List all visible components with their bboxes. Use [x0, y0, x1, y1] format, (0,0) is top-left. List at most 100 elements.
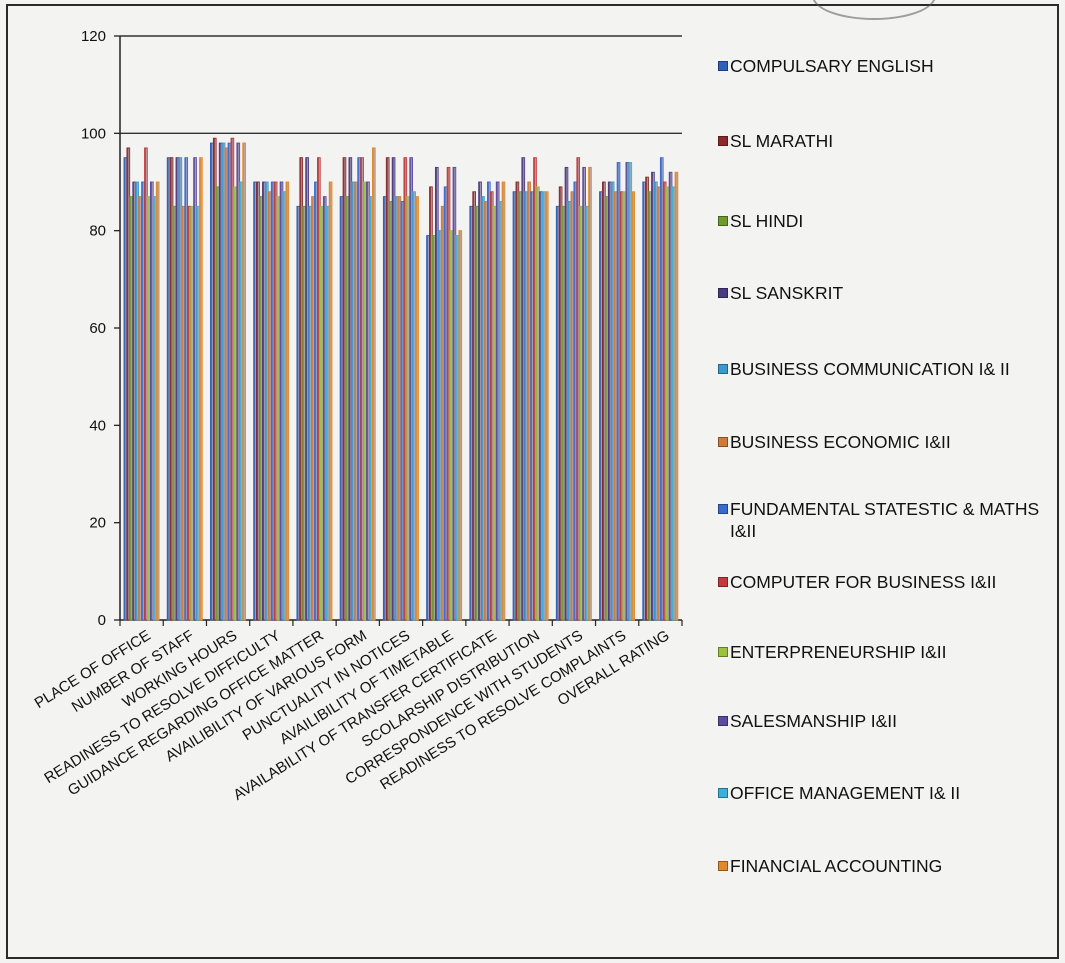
- bar-edge: [487, 182, 489, 620]
- bar-edge: [441, 206, 443, 621]
- bar-edge: [346, 196, 348, 620]
- legend-swatch: [718, 647, 728, 657]
- bar-edge: [588, 167, 591, 620]
- bar-edge: [340, 196, 342, 620]
- bar-edge: [398, 196, 400, 620]
- y-tick-label: 40: [89, 417, 106, 434]
- bar-edge: [458, 230, 461, 620]
- bar-edge: [343, 157, 345, 620]
- bar-edge: [277, 196, 279, 620]
- bar-edge: [453, 167, 455, 620]
- y-axis-tick-labels: 0 20 40 60 80 100 120: [81, 28, 120, 629]
- bar-edge: [132, 182, 135, 620]
- reference-lines: [120, 35, 682, 135]
- bar-edge: [357, 157, 360, 620]
- legend-label: SL MARATHI: [730, 131, 834, 151]
- bar-edge: [490, 191, 492, 620]
- bar-edge: [389, 201, 391, 620]
- y-tick-label: 120: [81, 28, 106, 45]
- bar-edge: [415, 196, 418, 620]
- bar-edge: [478, 182, 481, 620]
- legend-swatch: [718, 288, 728, 298]
- legend-swatch: [718, 716, 728, 726]
- bar-edge: [268, 191, 270, 620]
- bar-edge: [366, 182, 369, 620]
- bar-edge: [585, 206, 588, 621]
- bar-edge: [184, 157, 187, 620]
- legend-label: BUSINESS COMMUNICATION I& II: [730, 359, 1010, 379]
- bar-edge: [354, 182, 357, 620]
- bar-edge: [651, 172, 654, 620]
- bar-edge: [193, 157, 196, 620]
- bar-edge: [582, 167, 585, 620]
- bar-edge: [299, 157, 302, 620]
- legend-label: FUNDAMENTAL STATESTIC & MATHS I&II: [730, 499, 1040, 541]
- bar-edge: [265, 182, 267, 620]
- legend-label: SL SANSKRIT: [730, 283, 844, 303]
- bar-edge: [516, 182, 518, 620]
- bar-edge: [178, 157, 181, 620]
- bar-edge: [645, 177, 648, 620]
- bar-edge: [406, 196, 409, 620]
- bar-edge: [562, 206, 564, 621]
- bar-edge: [156, 182, 158, 620]
- bar-edge: [521, 157, 524, 620]
- bar-edge: [660, 157, 662, 620]
- bar-edge: [570, 191, 573, 620]
- bar-edge: [126, 147, 129, 620]
- legend-swatch: [718, 788, 728, 798]
- bar-edge: [176, 157, 178, 620]
- bar-edge: [395, 196, 397, 620]
- legend-label: BUSINESS ECONOMIC I&II: [730, 432, 951, 452]
- bar-edge: [429, 186, 432, 620]
- bar-edge: [409, 157, 412, 620]
- bar-edge: [608, 182, 610, 620]
- bar-edge: [524, 191, 527, 620]
- bar-edge: [502, 182, 504, 620]
- bar-edge: [432, 235, 434, 621]
- bar-edge: [472, 191, 475, 620]
- bar-edge: [444, 186, 446, 620]
- bar-edge: [296, 206, 299, 621]
- bar-edge: [513, 191, 515, 620]
- bar-edge: [262, 182, 264, 620]
- bar-edge: [663, 182, 665, 620]
- bar-edge: [669, 172, 671, 620]
- bar-edge: [196, 206, 199, 621]
- bar-edge: [253, 182, 256, 620]
- bar-edge: [614, 191, 616, 620]
- bar-edge: [242, 143, 245, 621]
- bar-edge: [654, 182, 657, 620]
- legend-swatch: [718, 504, 728, 514]
- bar-edge: [675, 172, 677, 620]
- bar-edge: [259, 196, 262, 620]
- bar-edge: [576, 157, 579, 620]
- bar-edge: [170, 157, 172, 620]
- legend-label: COMPULSARY ENGLISH: [730, 56, 934, 76]
- legend-swatch: [718, 861, 728, 871]
- bar-edge: [617, 162, 619, 621]
- legend-label: OFFICE MANAGEMENT I& II: [730, 783, 961, 803]
- bar-edge: [518, 191, 521, 620]
- bar-edge: [181, 206, 184, 621]
- y-tick-label: 60: [89, 320, 106, 337]
- bar-marks: [123, 137, 679, 621]
- bar-edge: [530, 191, 533, 620]
- legend-swatch: [718, 364, 728, 374]
- bar-edge: [438, 230, 440, 620]
- bar-edge: [620, 191, 622, 620]
- legend-label: SL HINDI: [730, 211, 804, 231]
- bar-edge: [219, 143, 221, 621]
- bar-edge: [392, 157, 394, 620]
- bar-edge: [672, 186, 674, 620]
- bar-edge: [213, 138, 215, 620]
- bar-edge: [173, 206, 175, 621]
- bar-edge: [153, 196, 155, 620]
- y-tick-label: 20: [89, 515, 106, 532]
- bar-edge: [403, 157, 406, 620]
- bar-edge: [308, 206, 311, 621]
- legend-swatch: [718, 61, 728, 71]
- bar-edge: [326, 206, 328, 621]
- bar-edge: [648, 191, 651, 620]
